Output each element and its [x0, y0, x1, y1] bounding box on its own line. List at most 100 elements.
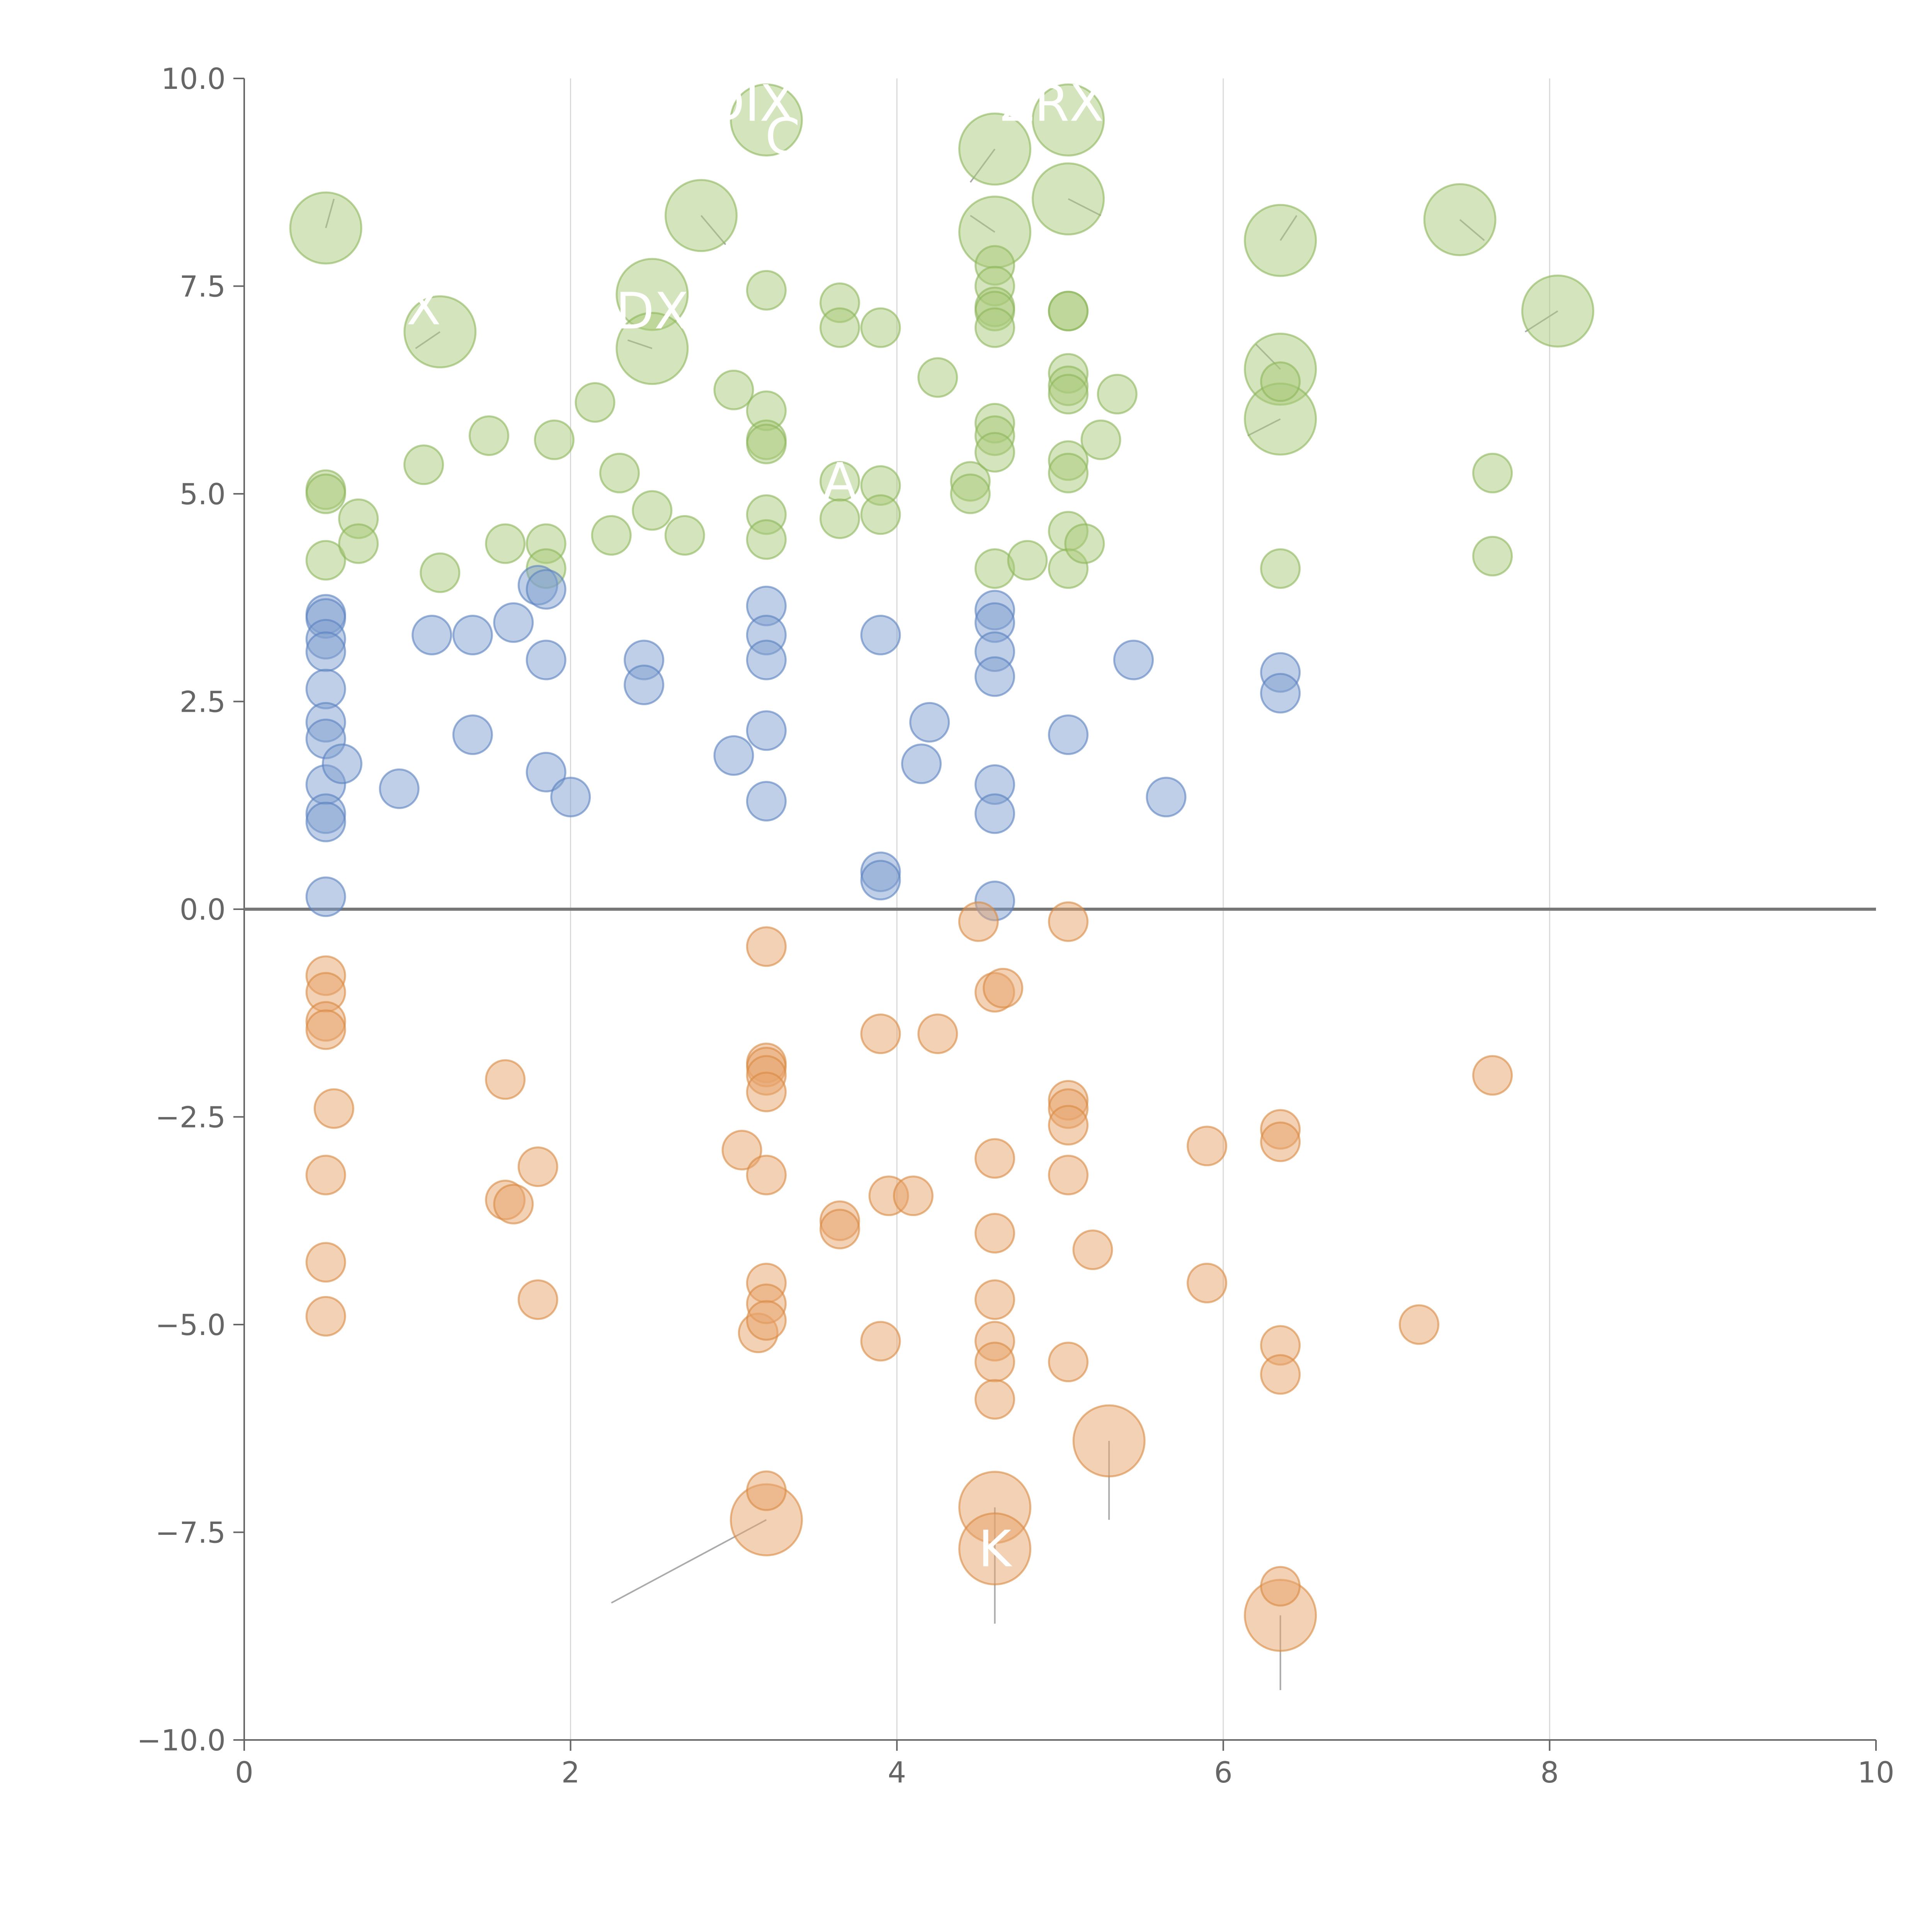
blue-data-point — [526, 752, 566, 793]
blue-data-point — [746, 639, 787, 680]
green-data-point — [1080, 419, 1121, 460]
blue-data-point — [1146, 777, 1187, 818]
y-tick-label: 7.5 — [180, 270, 226, 304]
orange-data-point — [305, 1155, 346, 1196]
green-data-point — [575, 382, 616, 423]
orange-data-point — [493, 1184, 534, 1225]
orange-data-point — [958, 1512, 1032, 1585]
green-data-point — [1048, 374, 1089, 415]
green-data-point — [338, 523, 379, 564]
green-data-point — [1423, 183, 1497, 256]
axes: 10.0 7.5 5.0 2.5 0.0 −2.5 −5.0 −7.5 −10.0 0 2 4 6 8 10 — [137, 62, 1895, 1789]
green-data-point — [1007, 540, 1048, 581]
blue-data-point — [526, 569, 566, 610]
green-data-point — [746, 519, 787, 560]
blue-data-point — [909, 702, 950, 743]
orange-data-point — [958, 901, 999, 942]
green-data-point — [664, 179, 738, 252]
green-data-point — [1048, 291, 1089, 332]
blue-data-point — [305, 631, 346, 672]
green-data-point — [819, 307, 860, 348]
y-tick-label: 2.5 — [180, 685, 226, 719]
orange-data-point — [485, 1059, 526, 1100]
orange-data-point — [1072, 1404, 1146, 1478]
green-data-point — [591, 515, 632, 556]
orange-data-point — [975, 1213, 1015, 1253]
orange-data-point — [721, 1130, 762, 1170]
blue-data-point — [860, 860, 901, 901]
data-points — [289, 83, 1595, 1652]
green-data-point — [1260, 548, 1301, 589]
green-data-point — [860, 307, 901, 348]
orange-data-point — [517, 1146, 558, 1187]
green-data-point — [860, 494, 901, 535]
green-data-point — [819, 498, 860, 539]
blue-data-point — [1260, 673, 1301, 714]
x-tick-label: 6 — [1214, 1755, 1233, 1789]
orange-data-point — [305, 1242, 346, 1283]
orange-data-point — [1072, 1230, 1113, 1270]
orange-data-point — [1187, 1263, 1228, 1303]
orange-data-point — [746, 1300, 787, 1341]
orange-data-point — [983, 968, 1024, 1009]
green-data-point — [468, 415, 509, 456]
green-data-point — [1521, 274, 1595, 348]
blue-data-point — [493, 602, 534, 643]
blue-data-point — [901, 743, 942, 784]
green-data-point — [485, 523, 526, 564]
green-data-point — [746, 423, 787, 464]
green-data-point — [1064, 523, 1105, 564]
green-data-point — [534, 419, 575, 460]
x-tick-label: 2 — [561, 1755, 580, 1789]
green-data-point — [420, 552, 461, 593]
orange-data-point — [893, 1175, 934, 1216]
green-data-point — [1097, 374, 1138, 415]
point-label: C — [765, 107, 800, 166]
orange-data-point — [1187, 1126, 1228, 1167]
blue-data-point — [452, 714, 493, 755]
green-data-point — [403, 295, 477, 369]
blue-data-point — [713, 735, 754, 776]
blue-data-point — [412, 615, 452, 655]
orange-data-point — [746, 1071, 787, 1112]
orange-data-point — [860, 1321, 901, 1362]
orange-data-point — [1399, 1304, 1440, 1345]
blue-data-point — [550, 777, 591, 818]
green-data-point — [975, 307, 1015, 348]
orange-data-point — [746, 1470, 787, 1511]
blue-data-point — [746, 781, 787, 821]
blue-data-point — [975, 656, 1015, 697]
y-tick-label: 0.0 — [180, 893, 226, 927]
point-label: ZRX — [1000, 74, 1104, 133]
green-data-point — [289, 191, 362, 265]
orange-data-point — [746, 1155, 787, 1196]
blue-data-point — [746, 710, 787, 751]
green-data-point — [305, 473, 346, 514]
y-tick-label: −5.0 — [155, 1308, 226, 1342]
x-tick-label: 4 — [888, 1755, 906, 1789]
orange-data-point — [975, 1379, 1015, 1420]
green-data-point — [1244, 204, 1317, 277]
green-data-point — [1032, 162, 1105, 236]
blue-data-point — [305, 876, 346, 917]
point-label: K — [978, 1520, 1012, 1578]
orange-data-point — [1048, 1155, 1089, 1196]
green-data-point — [730, 83, 803, 156]
blue-data-point — [1113, 639, 1154, 680]
x-tick-label: 0 — [235, 1755, 253, 1789]
orange-data-point — [975, 1342, 1015, 1383]
point-label: DX — [616, 282, 689, 340]
orange-data-point — [746, 926, 787, 967]
point-label: X — [406, 277, 441, 336]
green-data-point — [305, 540, 346, 581]
y-tick-label: 5.0 — [180, 477, 226, 511]
green-data-point — [1472, 536, 1513, 577]
y-tick-label: 10.0 — [161, 62, 226, 96]
orange-data-point — [313, 1088, 354, 1129]
green-data-point — [713, 369, 754, 410]
blue-data-point — [860, 615, 901, 655]
orange-data-point — [819, 1209, 860, 1250]
blue-data-point — [305, 801, 346, 842]
